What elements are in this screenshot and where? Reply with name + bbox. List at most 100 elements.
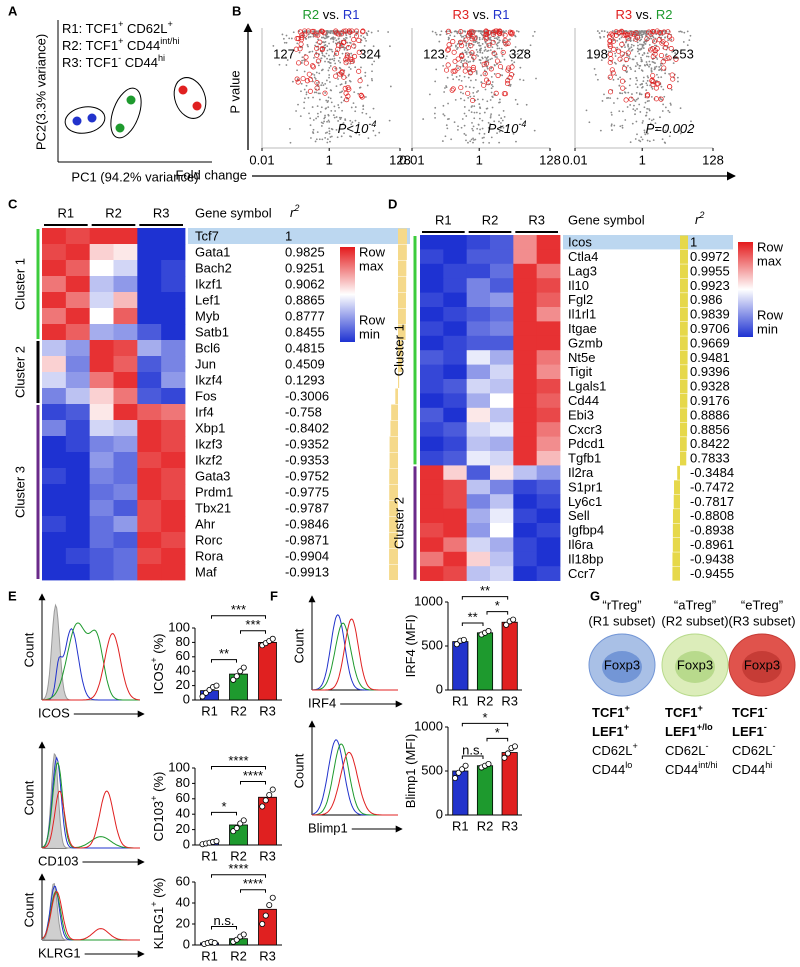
gene-dot bbox=[300, 82, 303, 85]
heat-cell bbox=[490, 321, 514, 337]
gene-dot bbox=[457, 125, 459, 128]
gene-dot bbox=[325, 30, 328, 32]
gene-header: Gene symbol bbox=[195, 205, 272, 220]
column-label: R2 bbox=[105, 205, 122, 220]
gene-dot bbox=[638, 92, 641, 95]
gene-dot bbox=[493, 37, 496, 40]
gene-dot bbox=[378, 131, 381, 134]
heat-cell bbox=[137, 244, 162, 261]
y-tick-label: 60 bbox=[176, 790, 190, 805]
heat-cell bbox=[113, 340, 138, 357]
gene-dot bbox=[525, 103, 528, 106]
gene-dot bbox=[285, 34, 288, 37]
gene-symbol: Itgae bbox=[568, 321, 597, 336]
heat-cell bbox=[161, 244, 186, 261]
text-part: CD44 bbox=[665, 762, 698, 777]
text-part: TCF1 bbox=[732, 705, 765, 720]
category-label: R2 bbox=[477, 818, 494, 833]
colorbar-label: min bbox=[757, 321, 778, 336]
gene-dot bbox=[496, 63, 498, 66]
gene-dot bbox=[490, 113, 493, 116]
heat-cell bbox=[513, 364, 538, 380]
gene-dot bbox=[613, 61, 616, 64]
heat-cell bbox=[42, 324, 67, 341]
gene-dot bbox=[642, 44, 645, 46]
gene-dot bbox=[481, 127, 484, 130]
gene-dot bbox=[357, 121, 360, 124]
gene-dot bbox=[355, 31, 358, 34]
heat-cell bbox=[113, 228, 138, 245]
heat-cell bbox=[536, 249, 561, 265]
heat-cell bbox=[513, 451, 538, 466]
r2-value: -0.9846 bbox=[285, 516, 329, 531]
heat-cell bbox=[89, 500, 114, 517]
title-part: R3 bbox=[452, 7, 469, 22]
text-part: + bbox=[118, 36, 123, 46]
r2-bar bbox=[680, 422, 688, 437]
r2-value: -0.9438 bbox=[690, 551, 734, 566]
de-gene bbox=[446, 42, 452, 48]
gene-dot bbox=[336, 49, 339, 52]
de-gene bbox=[315, 32, 321, 38]
heat-cell bbox=[113, 356, 138, 373]
heat-cell bbox=[113, 276, 138, 293]
gene-dot bbox=[465, 115, 468, 117]
heat-cell bbox=[113, 324, 138, 341]
data-point bbox=[462, 762, 469, 769]
gene-dot bbox=[478, 44, 481, 47]
text-part: CD44 bbox=[123, 38, 160, 53]
significance-label: n.s. bbox=[214, 913, 235, 928]
r2-value: 0.986 bbox=[690, 292, 723, 307]
gene-dot bbox=[336, 136, 339, 139]
gene-dot bbox=[643, 41, 645, 44]
gene-dot bbox=[305, 38, 308, 40]
gene-dot bbox=[465, 134, 467, 136]
gene-dot bbox=[350, 123, 353, 126]
gene-dot bbox=[634, 113, 636, 116]
gene-dot bbox=[664, 36, 667, 39]
gene-dot bbox=[501, 74, 504, 77]
category-label: R1 bbox=[452, 693, 469, 708]
heat-cell bbox=[65, 228, 91, 245]
heat-cell bbox=[536, 292, 561, 308]
heat-cell bbox=[443, 551, 468, 567]
gene-dot bbox=[473, 139, 475, 141]
de-gene bbox=[307, 77, 313, 83]
gene-dot bbox=[314, 44, 316, 47]
de-gene bbox=[483, 28, 489, 34]
heat-cell bbox=[420, 321, 444, 337]
gene-dot bbox=[306, 44, 309, 46]
gene-dot bbox=[329, 65, 332, 67]
gene-symbol: Gata3 bbox=[195, 468, 230, 483]
gene-dot bbox=[340, 123, 342, 126]
heat-cell bbox=[161, 260, 186, 277]
de-gene bbox=[306, 71, 312, 77]
category-label: R1 bbox=[452, 818, 469, 833]
gene-dot bbox=[486, 107, 489, 110]
de-gene bbox=[314, 45, 320, 52]
y-tick-label: 1000 bbox=[414, 593, 443, 608]
data-point bbox=[262, 912, 269, 919]
data-point bbox=[504, 750, 511, 757]
gene-dot bbox=[494, 64, 496, 67]
gene-dot bbox=[662, 30, 665, 32]
gene-dot bbox=[338, 57, 341, 59]
heat-cell bbox=[137, 356, 162, 373]
nucleus bbox=[742, 651, 782, 683]
de-gene bbox=[633, 36, 639, 42]
gene-dot bbox=[615, 74, 617, 77]
heat-cell bbox=[466, 451, 491, 466]
gene-dot bbox=[473, 105, 476, 108]
gene-dot bbox=[474, 40, 477, 43]
heat-cell bbox=[466, 249, 491, 265]
up-count: 324 bbox=[359, 46, 381, 61]
heat-cell bbox=[42, 388, 67, 405]
gene-dot bbox=[487, 126, 490, 129]
gene-dot bbox=[467, 61, 470, 64]
y-tick-label: 80 bbox=[176, 634, 190, 649]
text-part: KLRG1 bbox=[151, 907, 166, 950]
gene-symbol: Rorc bbox=[195, 532, 223, 547]
y-tick-label: 60 bbox=[176, 873, 190, 888]
heat-cell bbox=[42, 244, 67, 261]
r2-value: -0.9871 bbox=[285, 532, 329, 547]
